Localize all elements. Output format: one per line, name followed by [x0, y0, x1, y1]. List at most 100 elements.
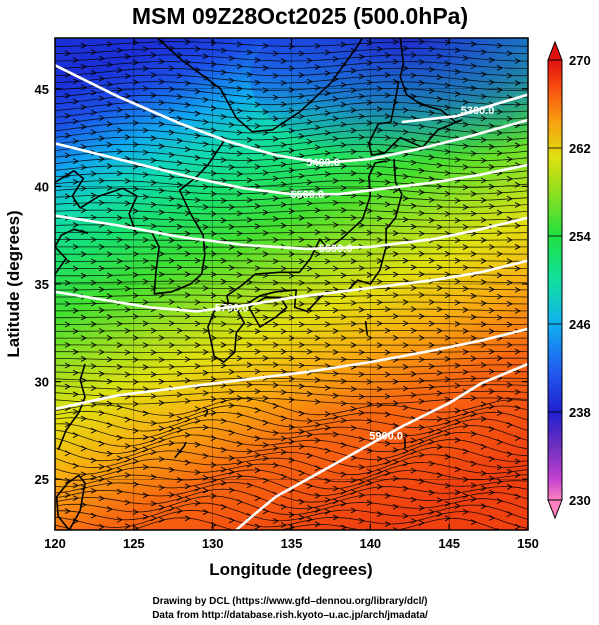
wind-arrow	[142, 464, 150, 471]
wind-arrow	[340, 293, 348, 300]
wind-arrow	[480, 503, 488, 510]
wind-arrow	[81, 529, 82, 530]
wind-arrow	[228, 429, 236, 436]
wind-arrow	[80, 415, 88, 422]
wind-arrow	[236, 355, 244, 362]
wind-arrow	[324, 321, 332, 328]
wind-arrow	[340, 356, 348, 363]
wind-arrow	[350, 258, 358, 265]
colorbar-ticks: 230 238 246 254 262 270	[548, 53, 591, 508]
wind-arrow	[272, 215, 280, 222]
wind-arrow	[384, 521, 392, 527]
y-tick-label: 30	[35, 375, 49, 390]
wind-arrow	[384, 492, 392, 499]
wind-arrow	[402, 460, 410, 467]
wind-arrow	[436, 96, 444, 103]
wind-arrow	[228, 368, 236, 375]
wind-arrow	[98, 286, 106, 293]
wind-arrow	[314, 124, 322, 131]
wind-arrow	[262, 335, 270, 342]
wind-arrow	[64, 362, 72, 369]
wind-arrow	[158, 58, 166, 65]
wind-arrow	[444, 313, 452, 320]
wind-arrow	[340, 229, 348, 236]
wind-arrow	[350, 477, 358, 484]
wind-arrow	[332, 265, 340, 272]
wind-arrow	[428, 299, 436, 306]
wind-arrow	[236, 41, 244, 48]
wind-arrow	[314, 437, 322, 444]
wind-arrow	[124, 265, 132, 271]
wind-arrow	[194, 154, 202, 161]
wind-arrow	[228, 328, 236, 335]
wind-arrow	[298, 470, 306, 476]
wind-arrow	[350, 425, 358, 431]
wind-arrow	[496, 64, 504, 71]
contour-label: 5500.0	[290, 189, 324, 201]
wind-arrow	[376, 342, 384, 349]
wind-arrow	[254, 307, 262, 314]
wind-arrow	[150, 52, 158, 59]
wind-arrow	[236, 335, 244, 341]
wind-arrow	[480, 177, 488, 184]
wind-arrow	[262, 42, 270, 49]
wind-arrow	[470, 431, 478, 437]
wind-arrow	[220, 321, 228, 327]
wind-arrow	[124, 523, 132, 529]
wind-arrow	[402, 45, 410, 52]
wind-arrow	[358, 393, 366, 400]
wind-arrow	[262, 419, 270, 426]
wind-arrow	[444, 190, 452, 197]
wind-arrow	[444, 271, 452, 278]
wind-arrow	[236, 171, 244, 177]
wind-arrow	[340, 378, 348, 385]
wind-arrow	[428, 257, 436, 264]
wind-arrow	[80, 335, 88, 341]
wind-arrow	[80, 104, 88, 111]
wind-arrow	[124, 113, 132, 120]
wind-arrow	[194, 441, 202, 448]
wind-arrow	[506, 237, 514, 243]
wind-arrow	[480, 197, 488, 204]
wind-arrow	[488, 348, 496, 355]
wind-arrow	[444, 418, 452, 425]
wind-arrow	[454, 197, 462, 204]
wind-arrow	[470, 85, 478, 92]
wind-arrow	[280, 222, 288, 229]
wind-arrow	[298, 341, 306, 348]
wind-arrow	[506, 300, 514, 307]
wind-arrow	[228, 388, 236, 395]
wind-arrow	[436, 472, 444, 478]
wind-arrow	[132, 251, 140, 257]
wind-arrow	[366, 292, 374, 299]
wind-arrow	[350, 405, 358, 412]
wind-arrow	[246, 362, 254, 368]
wind-arrow	[496, 130, 504, 136]
wind-arrow	[428, 439, 436, 445]
wind-arrow	[220, 382, 228, 389]
wind-arrow	[480, 321, 488, 328]
wind-arrow	[350, 192, 358, 199]
wind-arrow	[392, 447, 400, 453]
wind-arrow	[168, 195, 176, 202]
wind-arrow	[64, 342, 72, 348]
wind-arrow	[236, 150, 244, 157]
wind-arrow	[332, 485, 340, 492]
wind-arrow	[98, 307, 106, 314]
wind-arrow	[158, 437, 166, 443]
wind-arrow	[444, 104, 452, 111]
wind-arrow	[158, 484, 166, 491]
wind-arrow	[184, 496, 192, 503]
wind-arrow	[80, 501, 88, 508]
wind-arrow	[454, 91, 462, 97]
wind-arrow	[236, 107, 244, 114]
wind-arrow	[480, 443, 488, 450]
wind-arrow	[444, 356, 452, 362]
wind-arrow	[228, 455, 236, 461]
wind-arrow	[366, 500, 374, 506]
wind-arrow	[314, 507, 322, 513]
wind-arrow	[376, 511, 384, 517]
wind-arrow	[454, 257, 462, 264]
wind-arrow	[150, 500, 158, 507]
